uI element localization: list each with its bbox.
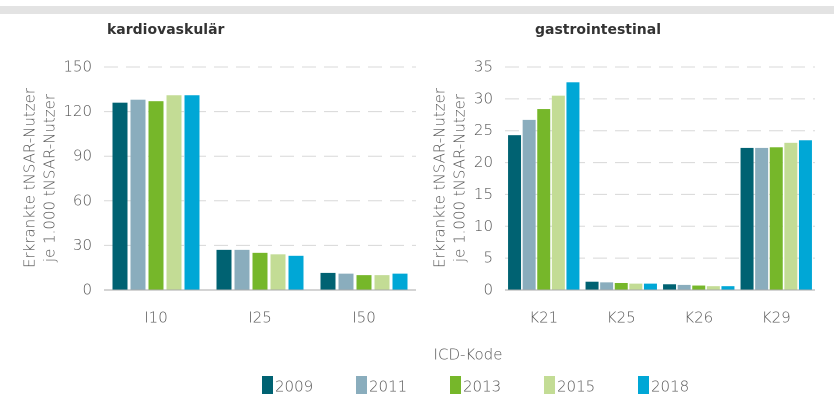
top-bar — [0, 6, 834, 14]
bar — [585, 281, 599, 290]
y-axis-label: Erkrankte tNSAR-Nutzer — [21, 87, 39, 268]
legend-label: 2015 — [557, 378, 595, 396]
bar — [784, 142, 798, 290]
y-axis-label: Erkrankte tNSAR-Nutzer — [431, 87, 449, 268]
y-tick-label: 90 — [73, 147, 92, 165]
bar — [663, 284, 677, 290]
bar — [769, 147, 783, 290]
y-tick-label: 0 — [82, 281, 92, 299]
bar — [166, 95, 182, 290]
legend-swatch — [356, 376, 367, 394]
legend-label: 2009 — [275, 378, 313, 396]
bar — [184, 95, 200, 290]
legend-label: 2011 — [369, 378, 407, 396]
bar — [338, 273, 354, 290]
legend-swatch — [262, 376, 273, 394]
y-tick-label: 60 — [73, 191, 92, 209]
y-tick-label: 5 — [483, 249, 493, 267]
x-tick-label: I25 — [248, 309, 272, 327]
y-tick-label: 30 — [474, 89, 493, 107]
bar — [721, 286, 735, 290]
y-tick-label: 30 — [73, 236, 92, 254]
bar — [392, 273, 408, 290]
x-tick-label: K25 — [607, 309, 636, 327]
bar — [522, 119, 536, 290]
bar — [677, 284, 691, 290]
bar — [130, 99, 146, 290]
bar — [692, 285, 706, 290]
bar — [148, 101, 164, 291]
bar — [551, 95, 565, 291]
bar — [508, 135, 522, 290]
bar — [288, 255, 304, 290]
bar — [270, 254, 286, 290]
legend-swatch — [450, 376, 461, 394]
y-tick-label: 25 — [474, 121, 493, 139]
bar — [706, 286, 720, 290]
bar — [252, 252, 268, 290]
x-tick-label: K29 — [762, 309, 791, 327]
bar — [755, 147, 769, 290]
chart-title: gastrointestinal — [535, 22, 661, 38]
bar — [740, 147, 754, 290]
y-tick-label: 10 — [474, 217, 493, 235]
bar — [643, 283, 657, 290]
y-tick-label: 150 — [63, 58, 92, 76]
legend-swatch — [638, 376, 649, 394]
y-tick-label: 15 — [474, 185, 493, 203]
x-tick-label: I50 — [352, 309, 376, 327]
y-tick-label: 0 — [483, 281, 493, 299]
bar — [537, 109, 551, 291]
bar — [216, 249, 232, 290]
legend-label: 2013 — [463, 378, 501, 396]
bar — [614, 282, 628, 290]
x-tick-label: I10 — [144, 309, 168, 327]
bar — [234, 249, 250, 290]
bar — [356, 275, 372, 290]
y-axis-label: je 1.000 tNSAR-Nutzer — [41, 93, 59, 263]
x-axis-label: ICD-Kode — [434, 346, 503, 364]
bar — [600, 282, 614, 290]
y-tick-label: 120 — [63, 102, 92, 120]
bar — [566, 82, 580, 290]
bar — [112, 102, 128, 291]
legend-swatch — [544, 376, 555, 394]
bar — [374, 275, 390, 290]
legend-label: 2018 — [651, 378, 689, 396]
y-tick-label: 35 — [474, 58, 493, 76]
x-tick-label: K26 — [684, 309, 713, 327]
y-axis-label: je 1.000 tNSAR-Nutzer — [451, 93, 469, 263]
bar — [320, 272, 336, 290]
bar — [798, 140, 812, 290]
y-tick-label: 20 — [474, 153, 493, 171]
bar — [629, 283, 643, 290]
x-tick-label: K21 — [529, 309, 558, 327]
chart-title: kardiovaskulär — [107, 22, 225, 38]
